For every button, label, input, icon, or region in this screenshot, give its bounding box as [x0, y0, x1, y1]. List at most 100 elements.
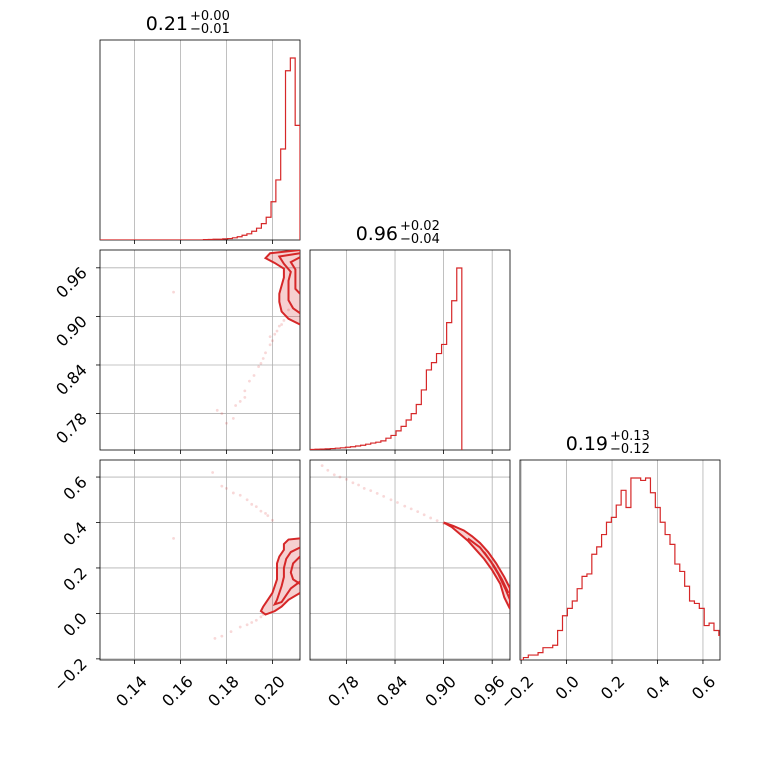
scatter-point	[282, 319, 286, 322]
y-tick-label: 0.84	[52, 360, 91, 399]
scatter-point	[172, 290, 175, 294]
scatter-point	[351, 481, 355, 485]
density-fill	[260, 538, 300, 615]
scatter-point	[234, 404, 238, 407]
scatter-point	[213, 637, 217, 640]
y-tick-label: 0.78	[52, 409, 91, 448]
scatter-point	[429, 516, 433, 520]
scatter-point	[257, 365, 261, 368]
scatter-point	[215, 408, 219, 412]
scatter-point	[416, 510, 420, 513]
contour-level-0	[443, 521, 510, 610]
scatter-point	[389, 498, 393, 502]
scatter-point	[231, 417, 235, 420]
scatter-point	[271, 518, 274, 522]
histogram-0-steps	[100, 57, 300, 240]
x-tick-label: 0.18	[204, 672, 243, 711]
panel-title-2-minus: −0.12	[610, 442, 650, 457]
y-tick-label: 0.6	[59, 472, 90, 503]
panel-title-2-plus: +0.13	[610, 429, 650, 444]
contour-level-2	[289, 555, 300, 585]
scatter-point	[338, 475, 342, 479]
scatter-point	[225, 421, 228, 425]
scatter-point	[409, 507, 413, 511]
scatter-point	[245, 623, 249, 627]
x-tick-label: 0.14	[112, 672, 151, 711]
scatter-point	[287, 308, 290, 312]
histogram-1-steps	[310, 267, 463, 450]
y-tick-label: −0.2	[50, 654, 91, 695]
x-tick-label: 0.16	[158, 672, 197, 711]
scatter-point	[275, 329, 279, 333]
scatter-point	[245, 498, 249, 502]
x-tick-label: 0.78	[324, 672, 363, 711]
scatter-point	[320, 464, 324, 468]
scatter-point	[254, 618, 258, 622]
scatter-point	[259, 361, 263, 365]
scatter-point	[254, 505, 258, 508]
scatter-point	[375, 492, 379, 495]
scatter-point	[271, 339, 274, 343]
scatter-point	[273, 332, 277, 336]
scatter-point	[268, 343, 272, 347]
scatter-point	[268, 335, 272, 339]
panel-frame	[99, 459, 301, 661]
scatter-point	[345, 477, 348, 481]
scatter-point	[220, 484, 224, 488]
y-tick-label: 0.96	[52, 263, 91, 302]
panel-title-0-plus: +0.00	[190, 9, 230, 24]
histogram-2-steps	[520, 477, 720, 660]
scatter-point	[211, 471, 215, 474]
contour-level-2	[483, 551, 510, 594]
scatter-point	[362, 487, 366, 490]
scatter-point	[248, 379, 251, 383]
x-tick-label: 0.0	[551, 672, 582, 703]
y-tick-label: 0.2	[59, 563, 90, 594]
x-tick-label: 0.84	[373, 672, 412, 711]
panel-title-1-median: 0.96	[356, 223, 398, 245]
scatter-point	[220, 634, 224, 638]
contour-level-2	[289, 256, 300, 295]
y-tick-label: 0.90	[52, 312, 91, 351]
density-fill	[443, 522, 510, 609]
scatter-point	[422, 513, 426, 517]
scatter-point	[252, 374, 256, 377]
x-tick-label: 0.2	[597, 672, 628, 703]
contour-level-1	[272, 546, 300, 607]
scatter-point	[435, 519, 439, 523]
scatter-point	[250, 621, 254, 624]
scatter-point	[403, 504, 407, 508]
contour-level-1	[277, 252, 300, 314]
panel-frame	[309, 249, 511, 451]
panel-frame	[99, 39, 301, 241]
contour-level-0	[259, 537, 300, 616]
panel-title-1-plus: +0.02	[400, 219, 440, 234]
scatter-point	[382, 494, 386, 498]
scatter-point	[172, 537, 175, 540]
scatter-point	[259, 615, 263, 619]
panel-title-1-minus: −0.04	[400, 232, 440, 247]
y-tick-label: 0.0	[59, 609, 90, 640]
x-tick-label: 0.4	[642, 672, 673, 703]
scatter-point	[225, 487, 228, 490]
scatter-point	[259, 509, 263, 513]
panel-frame	[99, 249, 301, 451]
scatter-point	[231, 491, 235, 495]
scatter-point	[238, 493, 242, 497]
scatter-point	[396, 501, 399, 504]
scatter-point	[220, 412, 224, 415]
scatter-point	[250, 502, 254, 506]
panel-frame	[519, 459, 721, 661]
scatter-point	[238, 625, 242, 629]
scatter-point	[280, 323, 284, 326]
scatter-point	[369, 489, 373, 493]
scatter-point	[243, 395, 247, 399]
panel-title-2-median: 0.19	[566, 433, 608, 455]
scatter-point	[264, 351, 267, 355]
scatter-point	[277, 324, 281, 328]
scatter-point	[229, 630, 233, 633]
scatter-point	[261, 357, 265, 360]
y-tick-label: 0.4	[59, 518, 90, 549]
scatter-point	[326, 468, 330, 472]
